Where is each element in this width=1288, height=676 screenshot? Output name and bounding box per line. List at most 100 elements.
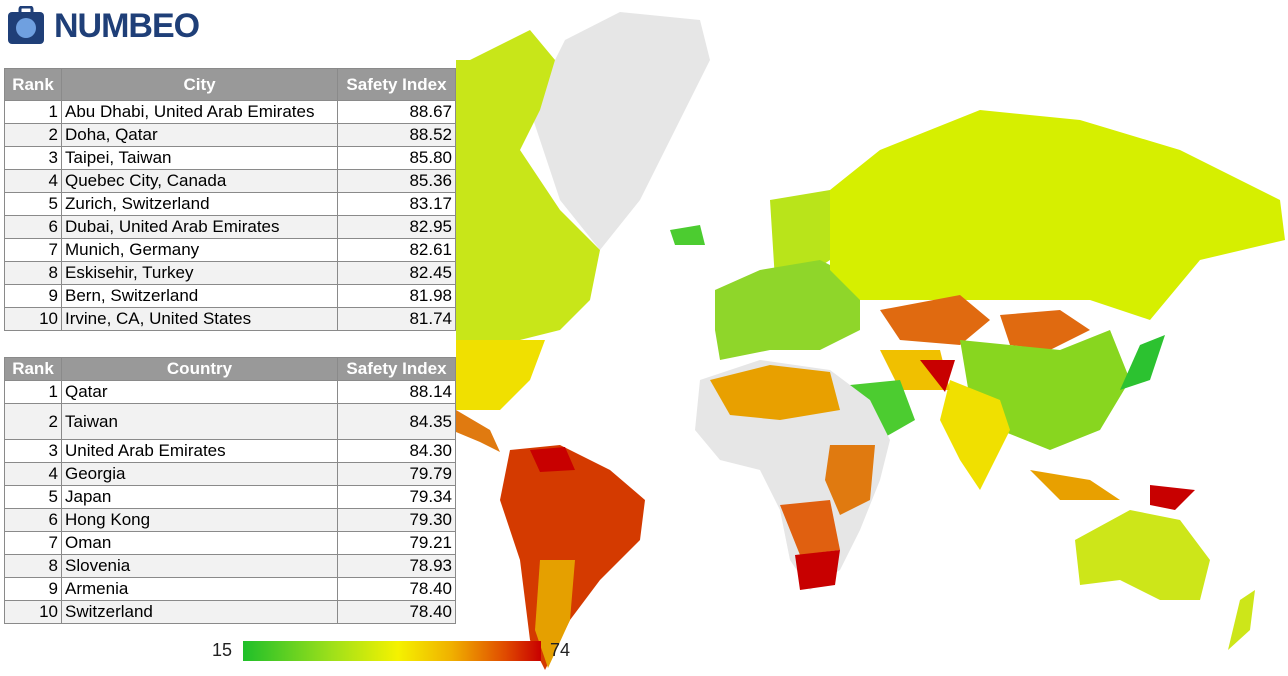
logo-icon — [8, 6, 44, 44]
mexico — [456, 410, 500, 452]
rank: 7 — [4, 238, 62, 262]
table-row: 7 Munich, Germany 82.61 — [4, 238, 456, 262]
legend-gradient — [243, 641, 541, 661]
name: Taiwan — [61, 403, 338, 440]
name: Switzerland — [61, 600, 338, 624]
kazakhstan — [880, 295, 990, 345]
table-row: 4 Quebec City, Canada 85.36 — [4, 169, 456, 193]
rank: 5 — [4, 192, 62, 216]
greenland — [530, 12, 710, 250]
table-row: 1 Qatar 88.14 — [4, 380, 456, 404]
safety-index: 81.74 — [337, 307, 456, 331]
legend-min: 15 — [212, 640, 233, 660]
safety-index: 78.40 — [337, 577, 456, 601]
table-row: 2 Doha, Qatar 88.52 — [4, 123, 456, 147]
venezuela — [530, 447, 575, 472]
table-row: 5 Zurich, Switzerland 83.17 — [4, 192, 456, 216]
table-row: 9 Bern, Switzerland 81.98 — [4, 284, 456, 308]
name: United Arab Emirates — [61, 439, 338, 463]
table-row: 5 Japan 79.34 — [4, 485, 456, 509]
logo-text: NUMBEO — [54, 6, 200, 45]
safety-index: 88.14 — [337, 380, 456, 404]
india — [940, 380, 1010, 490]
name: Irvine, CA, United States — [61, 307, 338, 331]
name: Armenia — [61, 577, 338, 601]
safety-index: 78.40 — [337, 600, 456, 624]
papua-new-guinea — [1150, 485, 1195, 510]
safety-index: 79.79 — [337, 462, 456, 486]
safety-index: 82.95 — [337, 215, 456, 239]
safety-index: 85.36 — [337, 169, 456, 193]
indonesia — [1030, 470, 1120, 500]
name: Eskisehir, Turkey — [61, 261, 338, 285]
safety-index: 79.30 — [337, 508, 456, 532]
rank: 4 — [4, 169, 62, 193]
rank: 6 — [4, 215, 62, 239]
mongolia — [1000, 310, 1090, 350]
usa — [456, 340, 545, 410]
table-row: 10 Switzerland 78.40 — [4, 600, 456, 624]
safety-index: 82.61 — [337, 238, 456, 262]
rank: 3 — [4, 146, 62, 170]
iceland — [670, 225, 705, 245]
table-row: 8 Eskisehir, Turkey 82.45 — [4, 261, 456, 285]
table-row: 10 Irvine, CA, United States 81.74 — [4, 307, 456, 331]
safety-index: 82.45 — [337, 261, 456, 285]
column-header: Safety Index — [337, 357, 456, 381]
name: Hong Kong — [61, 508, 338, 532]
east-africa — [825, 445, 875, 515]
safety-index: 78.93 — [337, 554, 456, 578]
city-table: Rank City Safety Index 1 Abu Dhabi, United A… — [4, 68, 456, 331]
safety-index: 81.98 — [337, 284, 456, 308]
safety-index: 88.67 — [337, 100, 456, 124]
name: Dubai, United Arab Emirates — [61, 215, 338, 239]
column-header: Rank — [4, 68, 62, 101]
rank: 4 — [4, 462, 62, 486]
canada — [456, 30, 600, 340]
table-row: 6 Dubai, United Arab Emirates 82.95 — [4, 215, 456, 239]
table-row: 3 United Arab Emirates 84.30 — [4, 439, 456, 463]
rank: 8 — [4, 261, 62, 285]
table-row: 2 Taiwan 84.35 — [4, 403, 456, 440]
column-header: Country — [61, 357, 338, 381]
name: Japan — [61, 485, 338, 509]
southern-africa — [780, 500, 840, 555]
name: Bern, Switzerland — [61, 284, 338, 308]
table-row: 3 Taipei, Taiwan 85.80 — [4, 146, 456, 170]
rank: 8 — [4, 554, 62, 578]
rank: 10 — [4, 307, 62, 331]
australia — [1075, 510, 1210, 600]
rank: 1 — [4, 380, 62, 404]
name: Quebec City, Canada — [61, 169, 338, 193]
logo: NUMBEO — [6, 6, 200, 46]
name: Taipei, Taiwan — [61, 146, 338, 170]
name: Zurich, Switzerland — [61, 192, 338, 216]
afghanistan — [920, 360, 955, 392]
africa — [695, 360, 890, 590]
south-america — [500, 445, 645, 670]
safety-index: 84.30 — [337, 439, 456, 463]
rank: 2 — [4, 123, 62, 147]
scandinavia — [770, 190, 830, 280]
name: Munich, Germany — [61, 238, 338, 262]
table-row: 9 Armenia 78.40 — [4, 577, 456, 601]
argentina — [535, 560, 575, 668]
safety-index: 83.17 — [337, 192, 456, 216]
rank: 6 — [4, 508, 62, 532]
name: Oman — [61, 531, 338, 555]
rank: 9 — [4, 577, 62, 601]
column-header: Safety Index — [337, 68, 456, 101]
column-header: Rank — [4, 357, 62, 381]
table-row: 4 Georgia 79.79 — [4, 462, 456, 486]
safety-index: 84.35 — [337, 403, 456, 440]
table-row: 1 Abu Dhabi, United Arab Emirates 88.67 — [4, 100, 456, 124]
name: Qatar — [61, 380, 338, 404]
north-africa — [710, 365, 840, 420]
rank: 3 — [4, 439, 62, 463]
name: Slovenia — [61, 554, 338, 578]
rank: 7 — [4, 531, 62, 555]
table-row: 6 Hong Kong 79.30 — [4, 508, 456, 532]
rank: 9 — [4, 284, 62, 308]
country-table: Rank Country Safety Index 1 Qatar 88.14 2 Taiwa… — [4, 357, 456, 624]
